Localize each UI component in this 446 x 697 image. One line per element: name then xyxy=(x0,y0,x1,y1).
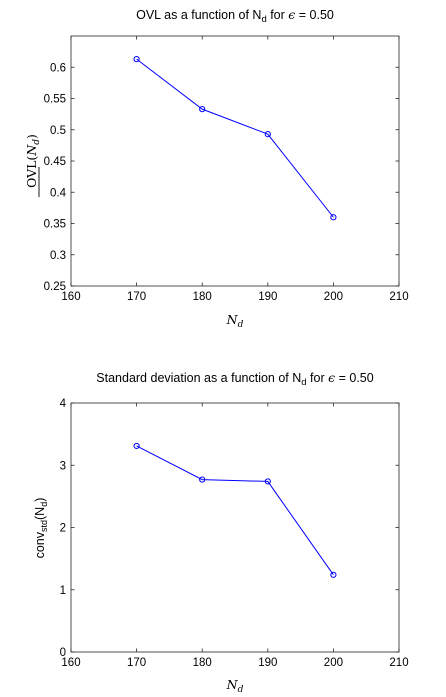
ovl-x-tick-label: 210 xyxy=(389,291,408,303)
ovl-plot-ticks xyxy=(70,36,400,287)
ovl-data-point xyxy=(330,214,337,221)
ovl-plot-y-tick-labels: 0.25 0.3 0.35 0.4 0.45 0.5 0.55 0.6 xyxy=(44,62,67,293)
ovl-plot-x-label: Nd xyxy=(226,312,244,330)
std-data-point xyxy=(264,478,271,485)
std-plot-axes-box xyxy=(70,402,400,653)
std-plot-y-tick-labels: 0 1 2 3 4 xyxy=(60,398,67,659)
ovl-plot: OVL as a function of Nd for ϵ = 0.50 160… xyxy=(24,7,409,330)
std-plot-x-label: Nd xyxy=(226,677,244,695)
std-plot: Standard deviation as a function of Nd f… xyxy=(33,370,409,695)
ovl-y-tick-label: 0.25 xyxy=(44,281,66,293)
ovl-x-tick-label: 180 xyxy=(193,291,212,303)
std-plot-y-label: convstd(Nd) xyxy=(33,498,49,559)
std-data-point xyxy=(133,442,140,450)
ovl-y-tick-label: 0.6 xyxy=(50,62,66,74)
ovl-data-point xyxy=(199,106,206,113)
std-y-tick-label: 3 xyxy=(60,460,66,472)
ovl-y-tick-label: 0.5 xyxy=(50,125,66,137)
ovl-y-tick-label: 0.45 xyxy=(44,156,66,168)
ovl-plot-x-tick-labels: 160 170 180 190 200 210 xyxy=(61,291,408,303)
ovl-y-tick-label: 0.35 xyxy=(44,219,66,231)
std-x-tick-label: 160 xyxy=(61,657,80,669)
std-plot-x-tick-labels: 160 170 180 190 200 210 xyxy=(61,657,408,669)
std-data-point xyxy=(199,476,206,483)
ovl-plot-axes-box xyxy=(70,35,400,287)
std-x-tick-label: 190 xyxy=(258,657,277,669)
ovl-y-tick-label: 0.55 xyxy=(44,94,66,106)
std-series-line xyxy=(136,445,334,576)
std-y-tick-label: 1 xyxy=(60,585,66,597)
ovl-series xyxy=(133,56,337,221)
std-plot-title: Standard deviation as a function of Nd f… xyxy=(96,370,373,388)
std-y-tick-label: 2 xyxy=(60,523,66,535)
std-data-point xyxy=(330,571,337,578)
ovl-plot-y-label: OVL(Nd) xyxy=(24,134,42,197)
ovl-x-tick-label: 190 xyxy=(258,291,277,303)
svg-text:OVL(Nd): OVL(Nd) xyxy=(24,134,42,188)
std-x-tick-label: 210 xyxy=(389,657,408,669)
std-x-tick-label: 170 xyxy=(127,657,146,669)
ovl-y-tick-label: 0.4 xyxy=(50,187,67,199)
std-x-tick-label: 180 xyxy=(193,657,212,669)
ovl-data-point xyxy=(264,131,271,138)
ovl-x-tick-label: 200 xyxy=(324,291,343,303)
std-x-tick-label: 200 xyxy=(324,657,343,669)
std-plot-ticks xyxy=(70,402,400,653)
std-y-tick-label: 0 xyxy=(60,647,66,659)
ovl-series-line xyxy=(136,58,334,218)
ovl-y-tick-label: 0.3 xyxy=(50,250,66,262)
ovl-x-tick-label: 160 xyxy=(61,291,80,303)
ovl-x-tick-label: 170 xyxy=(127,291,146,303)
std-series xyxy=(133,442,337,578)
std-y-tick-label: 4 xyxy=(60,398,67,410)
ovl-plot-title: OVL as a function of Nd for ϵ = 0.50 xyxy=(136,7,334,25)
ovl-data-point xyxy=(133,56,140,63)
